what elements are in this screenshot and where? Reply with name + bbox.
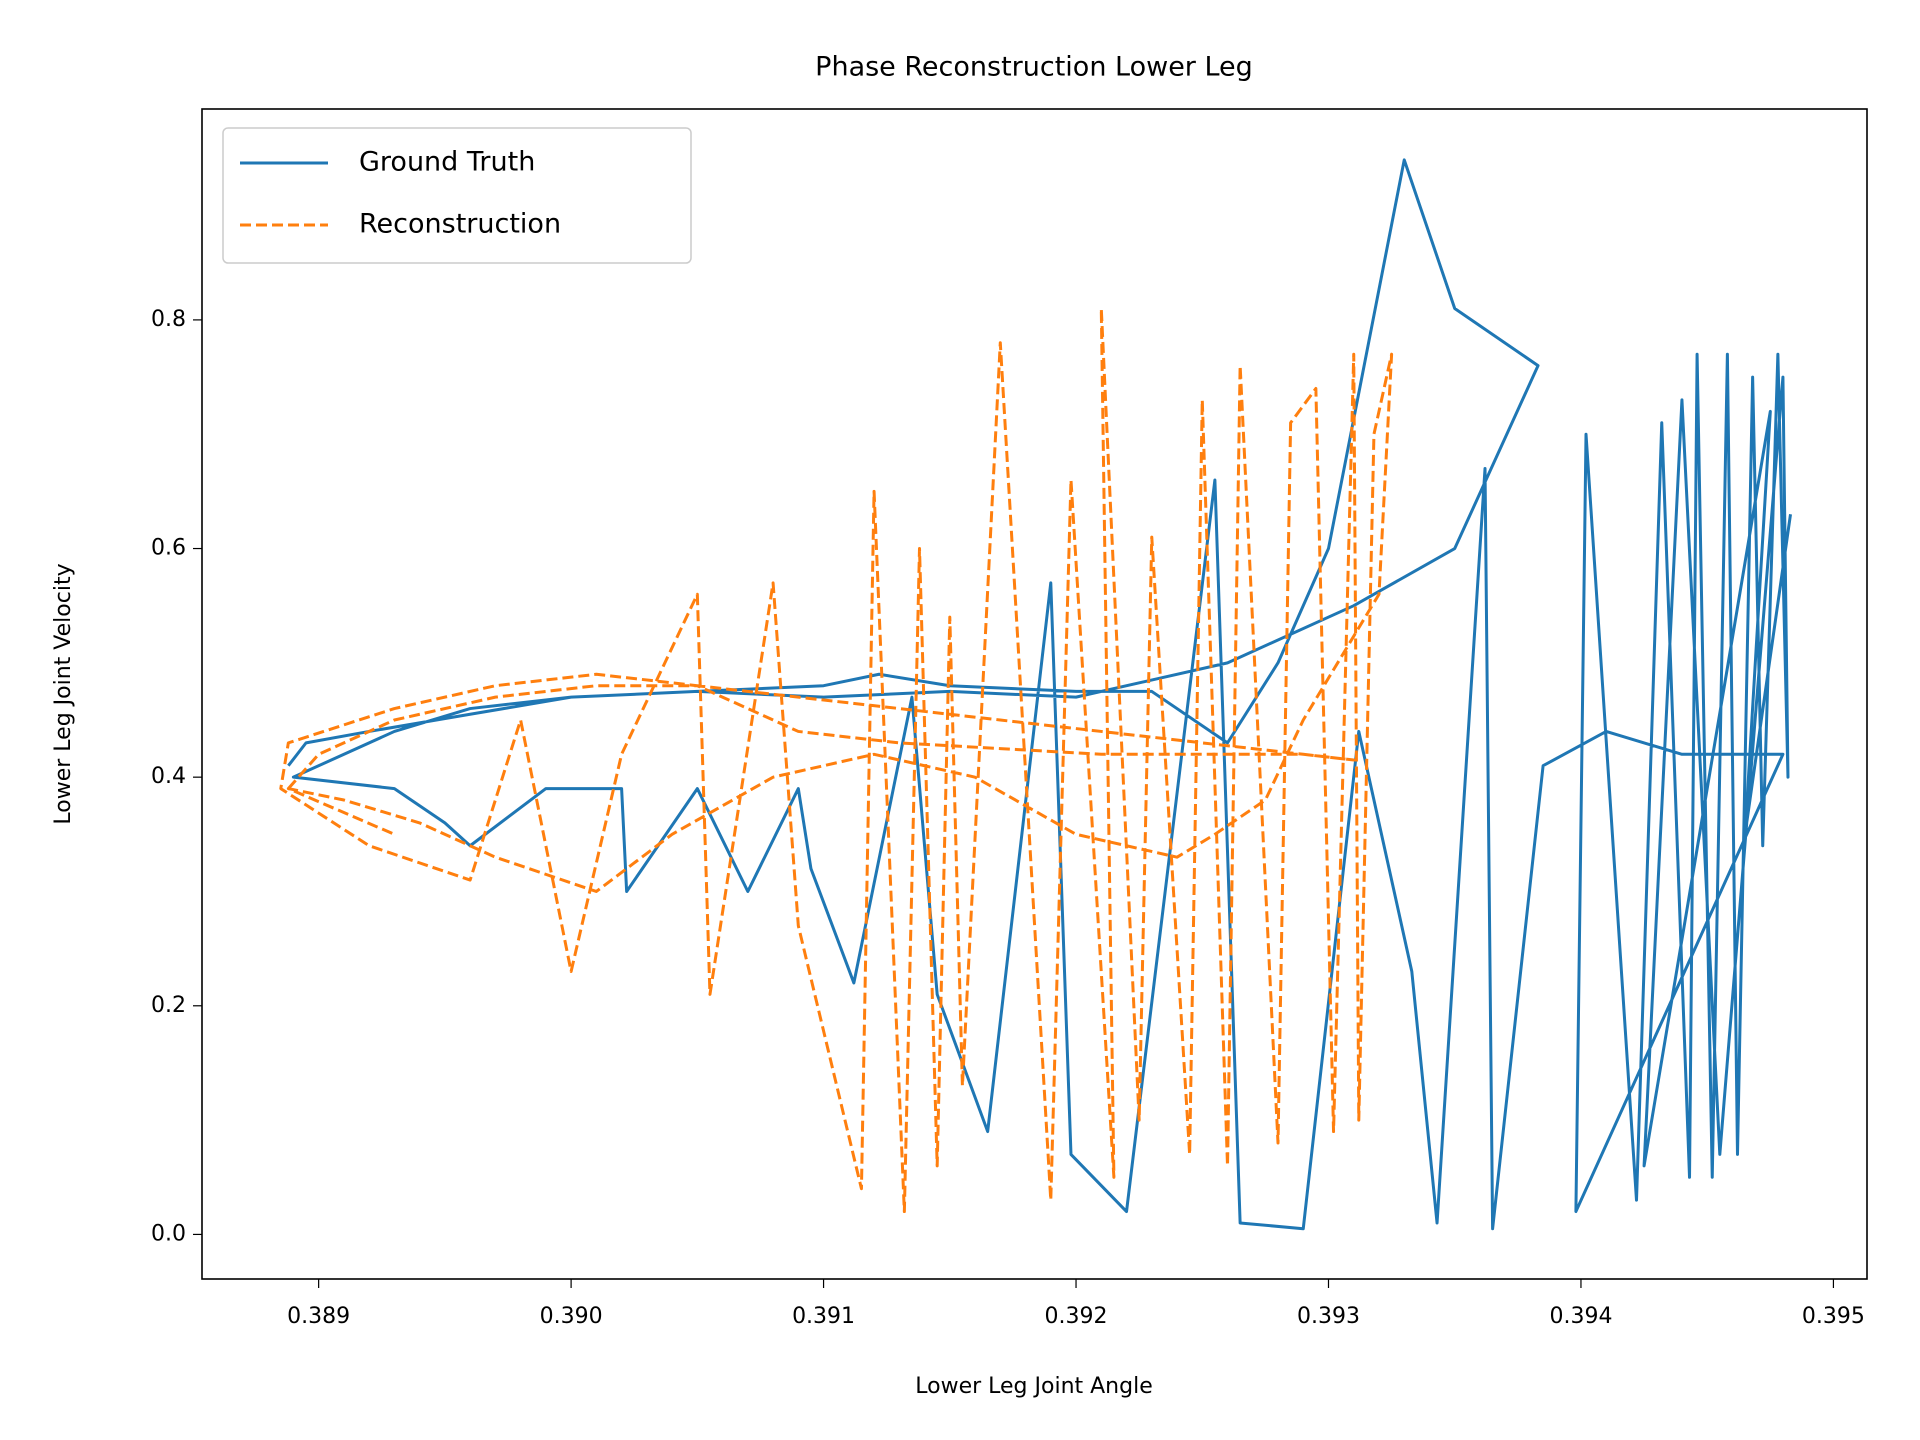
y-axis-label: Lower Leg Joint Velocity (51, 563, 76, 824)
x-tick-label: 0.389 (287, 1304, 350, 1329)
y-tick-label: 0.4 (151, 764, 186, 789)
x-tick-label: 0.395 (1802, 1304, 1865, 1329)
y-tick-label: 0.8 (151, 307, 186, 332)
y-tick-label: 0.6 (151, 536, 186, 561)
y-tick-label: 0.0 (151, 1221, 186, 1246)
legend-label: Reconstruction (359, 209, 561, 240)
x-tick-label: 0.391 (792, 1304, 855, 1329)
legend-label: Ground Truth (359, 147, 535, 178)
legend-box (222, 127, 692, 264)
y-tick-label: 0.2 (151, 993, 186, 1018)
series-line (279, 306, 1394, 1214)
x-tick-label: 0.393 (1297, 1304, 1360, 1329)
x-axis-label: Lower Leg Joint Angle (915, 1374, 1153, 1399)
x-tick-label: 0.394 (1549, 1304, 1612, 1329)
x-tick-label: 0.390 (540, 1304, 603, 1329)
chart-title: Phase Reconstruction Lower Leg (815, 52, 1253, 83)
series-line (287, 158, 1792, 1231)
x-tick-label: 0.392 (1045, 1304, 1108, 1329)
plot-frame (201, 108, 1868, 1280)
